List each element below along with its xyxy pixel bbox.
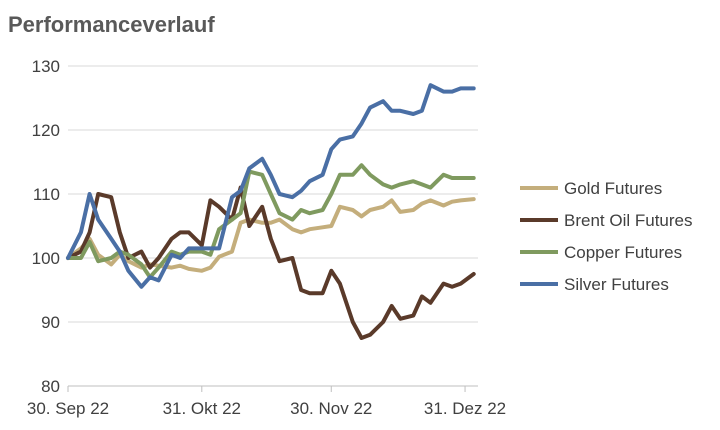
series-line-copper-futures <box>66 163 476 280</box>
legend-label: Copper Futures <box>564 243 682 262</box>
series-line-brent-oil-futures <box>66 185 476 340</box>
y-tick-label: 80 <box>41 377 60 396</box>
chart-title: Performanceverlauf <box>8 12 215 37</box>
x-axis <box>67 385 478 392</box>
y-tick-label: 90 <box>41 313 60 332</box>
legend-label: Brent Oil Futures <box>564 211 693 230</box>
grid-lines <box>68 65 478 323</box>
x-tick-label: 30. Sep 22 <box>27 399 109 418</box>
legend: Gold Futures Brent Oil Futures Copper Futu… <box>520 179 693 294</box>
series-line-silver-futures <box>66 83 476 289</box>
legend-label: Silver Futures <box>564 275 669 294</box>
x-tick-label: 30. Nov 22 <box>290 399 372 418</box>
y-tick-label: 100 <box>32 249 60 268</box>
y-tick-label: 130 <box>32 57 60 76</box>
y-tick-label: 120 <box>32 121 60 140</box>
y-axis-labels: 80 90 100 110 120 130 <box>32 57 60 396</box>
y-tick-label: 110 <box>33 185 60 204</box>
series-line-gold-futures <box>66 197 476 273</box>
x-axis-labels: 30. Sep 22 31. Okt 22 30. Nov 22 31. Dez 22 <box>27 399 506 418</box>
legend-label: Gold Futures <box>564 179 662 198</box>
series-lines <box>66 83 476 340</box>
x-tick-label: 31. Dez 22 <box>424 399 506 418</box>
x-tick-label: 31. Okt 22 <box>163 399 241 418</box>
